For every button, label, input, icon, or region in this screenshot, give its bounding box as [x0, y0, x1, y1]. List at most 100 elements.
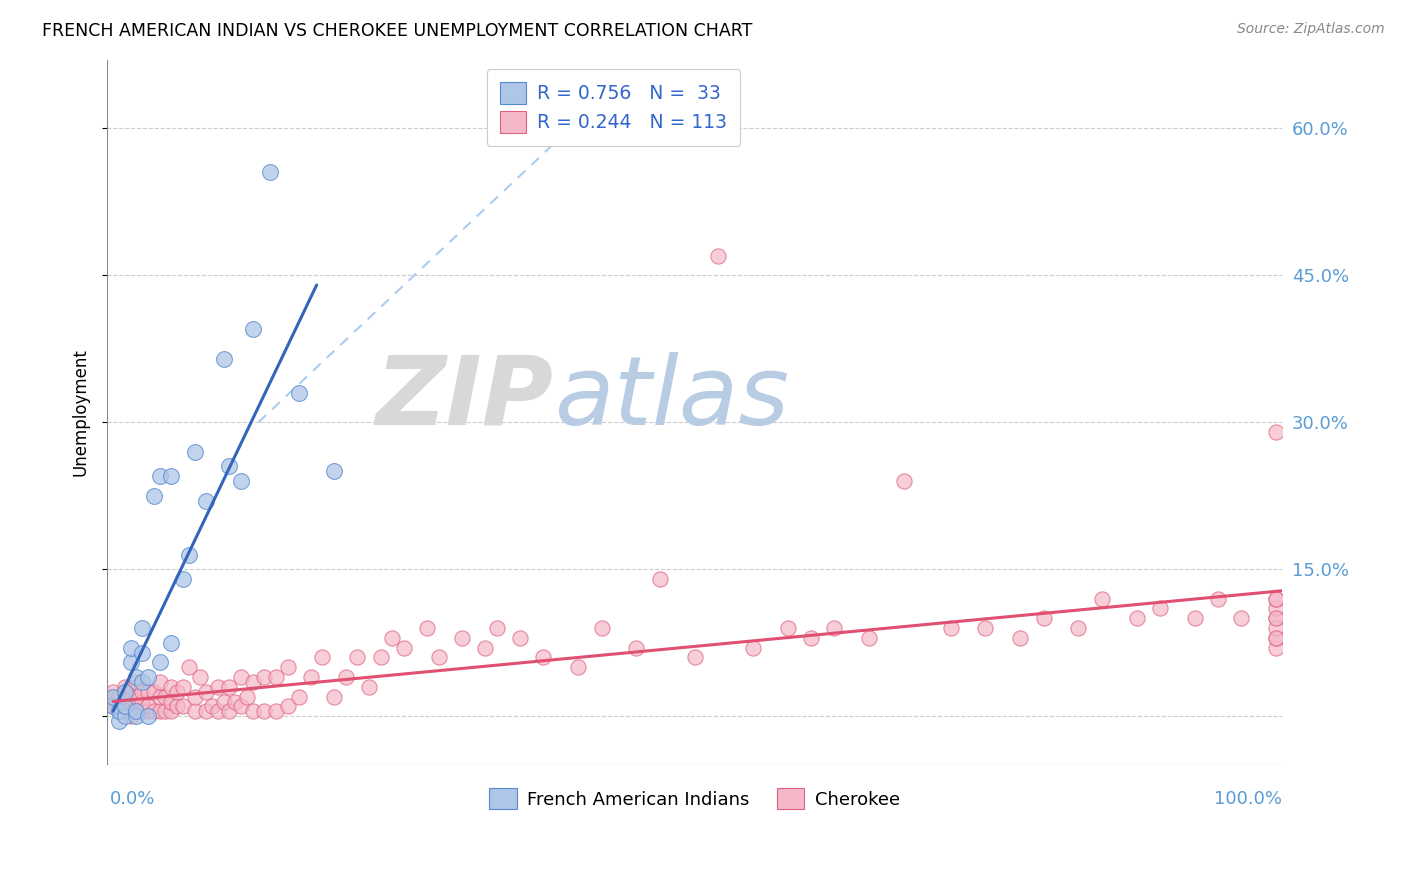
Point: [253, 704, 276, 718]
Point: [125, 674, 148, 689]
Point: [160, 636, 183, 650]
Point: [131, 646, 153, 660]
Point: [136, 704, 159, 718]
Point: [183, 704, 205, 718]
Point: [533, 650, 555, 665]
Point: [288, 690, 311, 704]
Point: [149, 469, 172, 483]
Point: [626, 640, 648, 655]
Point: [131, 674, 153, 689]
Point: [131, 684, 153, 698]
Point: [142, 489, 165, 503]
Point: [1032, 611, 1054, 625]
Point: [195, 684, 218, 698]
Point: [567, 660, 589, 674]
Point: [120, 690, 142, 704]
Point: [136, 699, 159, 714]
Point: [108, 714, 131, 728]
Point: [195, 704, 218, 718]
Point: [1265, 601, 1288, 615]
Point: [149, 690, 172, 704]
Point: [683, 650, 706, 665]
Point: [1265, 640, 1288, 655]
Point: [236, 690, 259, 704]
Point: [1010, 631, 1032, 645]
Point: [120, 699, 142, 714]
Point: [591, 621, 613, 635]
Point: [370, 650, 392, 665]
Point: [357, 680, 380, 694]
Point: [311, 650, 333, 665]
Point: [142, 684, 165, 698]
Point: [1206, 591, 1229, 606]
Point: [893, 474, 915, 488]
Point: [392, 640, 415, 655]
Point: [323, 464, 346, 478]
Point: [212, 351, 235, 366]
Point: [160, 694, 183, 708]
Point: [1265, 591, 1288, 606]
Point: [1265, 591, 1288, 606]
Point: [114, 699, 136, 714]
Point: [160, 704, 183, 718]
Point: [381, 631, 404, 645]
Point: [1265, 621, 1288, 635]
Point: [120, 640, 142, 655]
Point: [166, 699, 188, 714]
Point: [125, 704, 148, 718]
Point: [648, 572, 671, 586]
Point: [131, 704, 153, 718]
Text: 0.0%: 0.0%: [110, 789, 155, 808]
Legend: French American Indians, Cherokee: French American Indians, Cherokee: [482, 780, 907, 816]
Point: [741, 640, 763, 655]
Point: [188, 670, 211, 684]
Point: [149, 704, 172, 718]
Point: [183, 444, 205, 458]
Point: [823, 621, 845, 635]
Point: [1067, 621, 1090, 635]
Point: [101, 690, 124, 704]
Text: atlas: atlas: [554, 351, 789, 445]
Point: [299, 670, 322, 684]
Point: [166, 684, 188, 698]
Point: [485, 621, 508, 635]
Point: [114, 709, 136, 723]
Point: [1265, 611, 1288, 625]
Point: [114, 699, 136, 714]
Point: [101, 690, 124, 704]
Point: [1184, 611, 1206, 625]
Point: [101, 694, 124, 708]
Point: [1265, 631, 1288, 645]
Point: [264, 704, 287, 718]
Point: [101, 699, 124, 714]
Point: [229, 474, 252, 488]
Point: [101, 684, 124, 698]
Point: [1125, 611, 1147, 625]
Point: [277, 660, 299, 674]
Point: [1149, 601, 1171, 615]
Point: [108, 704, 131, 718]
Point: [264, 670, 287, 684]
Point: [125, 670, 148, 684]
Point: [120, 680, 142, 694]
Point: [427, 650, 450, 665]
Point: [288, 385, 311, 400]
Point: [229, 699, 252, 714]
Point: [149, 674, 172, 689]
Point: [800, 631, 823, 645]
Point: [136, 670, 159, 684]
Point: [160, 680, 183, 694]
Point: [1265, 631, 1288, 645]
Point: [114, 680, 136, 694]
Point: [131, 621, 153, 635]
Point: [776, 621, 799, 635]
Point: [1230, 611, 1253, 625]
Point: [229, 670, 252, 684]
Point: [939, 621, 962, 635]
Point: [474, 640, 496, 655]
Point: [177, 660, 200, 674]
Text: Source: ZipAtlas.com: Source: ZipAtlas.com: [1237, 22, 1385, 37]
Point: [207, 680, 229, 694]
Point: [160, 469, 183, 483]
Point: [201, 699, 224, 714]
